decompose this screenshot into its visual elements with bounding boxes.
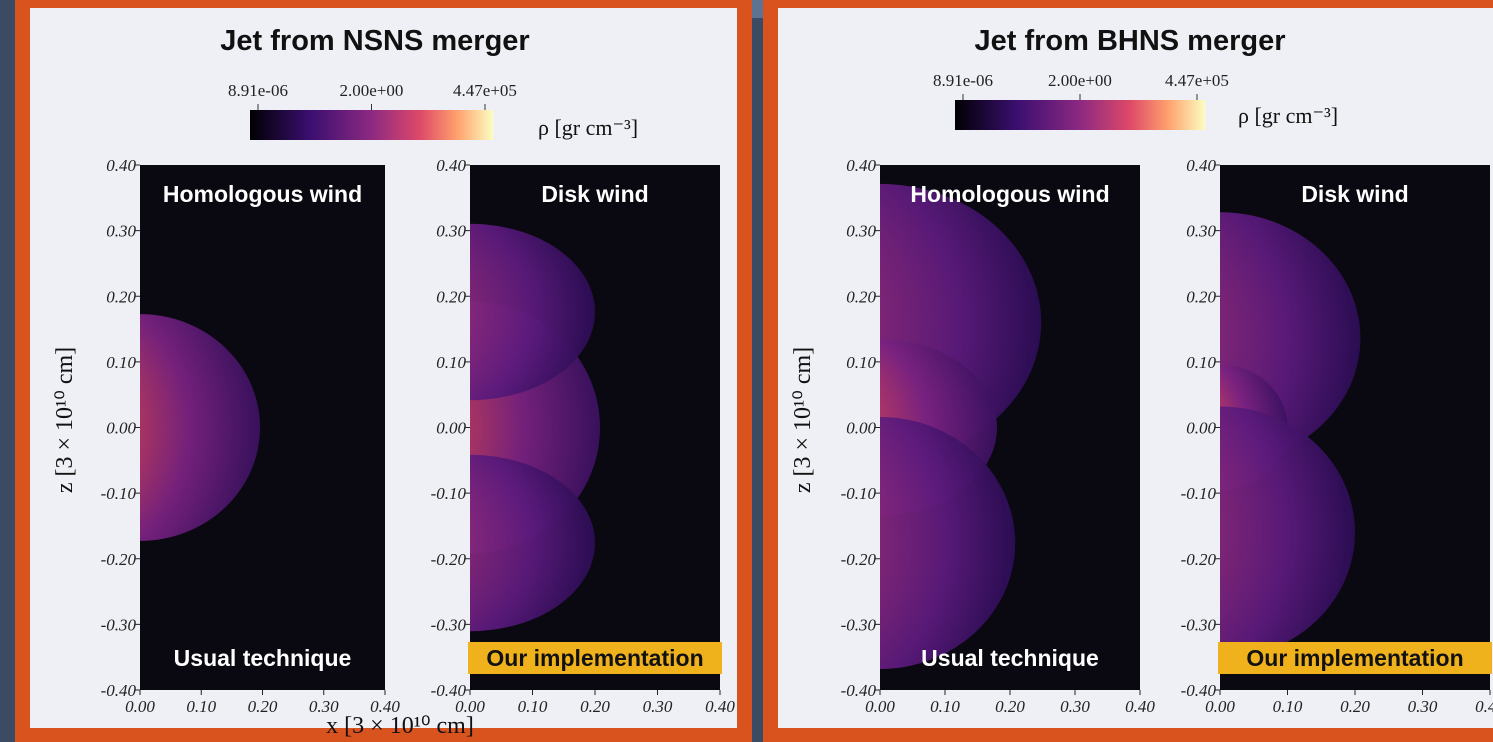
figure-panel: Jet from BHNS merger 8.91e-06 2.00e+00 4.47… bbox=[719, 0, 1493, 742]
y-tick-label: -0.30 bbox=[431, 615, 467, 634]
x-tick-label: 0.10 bbox=[518, 697, 548, 716]
subplot-caption: Our implementation bbox=[1246, 645, 1463, 671]
y-tick-label: 0.40 bbox=[436, 156, 466, 175]
y-tick-label: 0.20 bbox=[846, 287, 876, 306]
y-tick-label: 0.10 bbox=[1186, 353, 1216, 372]
y-tick-label: -0.30 bbox=[1181, 615, 1217, 634]
y-tick-label: 0.20 bbox=[106, 287, 136, 306]
y-tick-label: 0.00 bbox=[436, 419, 466, 438]
y-tick-label: -0.20 bbox=[1181, 550, 1217, 569]
y-tick-label: -0.20 bbox=[841, 550, 877, 569]
subplot-label: Homologous wind bbox=[910, 181, 1109, 207]
x-tick-label: 0.30 bbox=[643, 697, 673, 716]
page: Jet from NSNS merger 8.91e-06 2.00e+00 4.47… bbox=[0, 0, 1493, 742]
colorbar bbox=[955, 100, 1205, 130]
colorbar bbox=[250, 110, 493, 140]
x-tick-label: 0.00 bbox=[865, 697, 895, 716]
y-tick-label: 0.00 bbox=[846, 419, 876, 438]
x-tick-label: 0.20 bbox=[995, 697, 1025, 716]
y-tick-label: 0.20 bbox=[1186, 287, 1216, 306]
subplot-caption: Usual technique bbox=[921, 645, 1099, 671]
x-tick-label: 0.20 bbox=[1340, 697, 1370, 716]
x-tick-label: 0.40 bbox=[1475, 697, 1493, 716]
x-tick-label: 0.00 bbox=[455, 697, 485, 716]
colorbar-tick-label: 8.91e-06 bbox=[933, 71, 993, 90]
x-tick-label: 0.20 bbox=[248, 697, 278, 716]
x-tick-label: 0.00 bbox=[1205, 697, 1235, 716]
x-tick-label: 0.10 bbox=[186, 697, 216, 716]
x-tick-label: 0.40 bbox=[705, 697, 735, 716]
x-tick-label: 0.30 bbox=[1060, 697, 1090, 716]
subplot-label: Disk wind bbox=[541, 181, 648, 207]
y-tick-label: -0.30 bbox=[101, 615, 137, 634]
colorbar-label: ρ [gr cm⁻³] bbox=[538, 115, 638, 140]
y-tick-label: 0.30 bbox=[106, 222, 136, 241]
x-tick-label: 0.10 bbox=[930, 697, 960, 716]
subplot-caption: Usual technique bbox=[174, 645, 352, 671]
y-axis-label: z [3 × 10¹⁰ cm] bbox=[52, 347, 78, 493]
y-tick-label: 0.30 bbox=[436, 222, 466, 241]
subplot-caption: Our implementation bbox=[486, 645, 703, 671]
colorbar-tick-label: 2.00e+00 bbox=[340, 81, 404, 100]
x-tick-label: 0.20 bbox=[580, 697, 610, 716]
y-tick-label: 0.00 bbox=[1186, 419, 1216, 438]
colorbar-tick-label: 4.47e+05 bbox=[453, 81, 517, 100]
y-tick-label: 0.00 bbox=[106, 419, 136, 438]
panel-title: Jet from NSNS merger bbox=[220, 25, 529, 57]
colorbar-tick-label: 2.00e+00 bbox=[1048, 71, 1112, 90]
y-tick-label: 0.10 bbox=[436, 353, 466, 372]
y-tick-label: 0.40 bbox=[846, 156, 876, 175]
colorbar-tick-label: 4.47e+05 bbox=[1165, 71, 1229, 90]
y-tick-label: -0.30 bbox=[841, 615, 877, 634]
panel-title: Jet from BHNS merger bbox=[974, 25, 1285, 57]
y-tick-label: 0.30 bbox=[1186, 222, 1216, 241]
y-tick-label: -0.20 bbox=[101, 550, 137, 569]
x-tick-label: 0.40 bbox=[370, 697, 400, 716]
subplot-label: Homologous wind bbox=[163, 181, 362, 207]
x-tick-label: 0.30 bbox=[309, 697, 339, 716]
subplot-label: Disk wind bbox=[1301, 181, 1408, 207]
colorbar-label: ρ [gr cm⁻³] bbox=[1238, 103, 1338, 128]
x-tick-label: 0.10 bbox=[1273, 697, 1303, 716]
figure-panel: Jet from NSNS merger 8.91e-06 2.00e+00 4.47… bbox=[15, 0, 752, 742]
panels: Jet from NSNS merger 8.91e-06 2.00e+00 4.47… bbox=[15, 0, 1493, 742]
y-tick-label: 0.10 bbox=[846, 353, 876, 372]
y-tick-label: -0.10 bbox=[101, 484, 137, 503]
x-tick-label: 0.30 bbox=[1408, 697, 1438, 716]
colorbar-tick-label: 8.91e-06 bbox=[228, 81, 288, 100]
y-tick-label: -0.10 bbox=[431, 484, 467, 503]
y-tick-label: 0.30 bbox=[846, 222, 876, 241]
x-tick-label: 0.40 bbox=[1125, 697, 1155, 716]
y-axis-label: z [3 × 10¹⁰ cm] bbox=[790, 347, 816, 493]
y-tick-label: 0.20 bbox=[436, 287, 466, 306]
y-tick-label: 0.40 bbox=[1186, 156, 1216, 175]
x-tick-label: 0.00 bbox=[125, 697, 155, 716]
y-tick-label: 0.40 bbox=[106, 156, 136, 175]
x-axis-label: x [3 × 10¹⁰ cm] bbox=[326, 713, 474, 739]
y-tick-label: 0.10 bbox=[106, 353, 136, 372]
y-tick-label: -0.10 bbox=[1181, 484, 1217, 503]
y-tick-label: -0.20 bbox=[431, 550, 467, 569]
y-tick-label: -0.10 bbox=[841, 484, 877, 503]
